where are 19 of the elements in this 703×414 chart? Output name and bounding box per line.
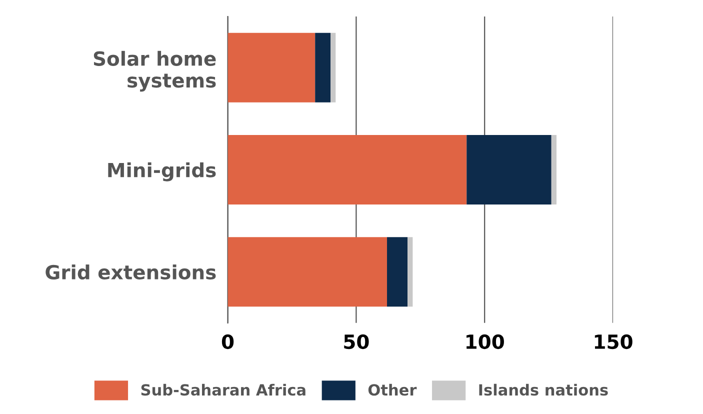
- bar: [551, 135, 557, 204]
- legend-label: Other: [368, 384, 417, 396]
- bar: [228, 237, 388, 307]
- legend-label: Islands nations: [479, 384, 608, 396]
- bar: [228, 32, 316, 102]
- bar: [228, 135, 467, 204]
- bar: [315, 32, 331, 102]
- bar: [466, 135, 552, 204]
- x-tick-label: 0: [222, 334, 234, 350]
- bar: [408, 237, 413, 307]
- x-tick-label: 100: [466, 334, 504, 350]
- x-tick-label: 50: [344, 334, 369, 350]
- legend-label: Sub-Saharan Africa: [141, 384, 306, 396]
- y-tick-label: Solar home systems: [94, 50, 216, 92]
- bar: [387, 237, 408, 307]
- y-tick-label: Grid extensions: [46, 264, 216, 280]
- y-tick-label: Mini-grids: [108, 162, 216, 182]
- x-tick-label: 150: [594, 334, 632, 350]
- bar: [330, 32, 336, 102]
